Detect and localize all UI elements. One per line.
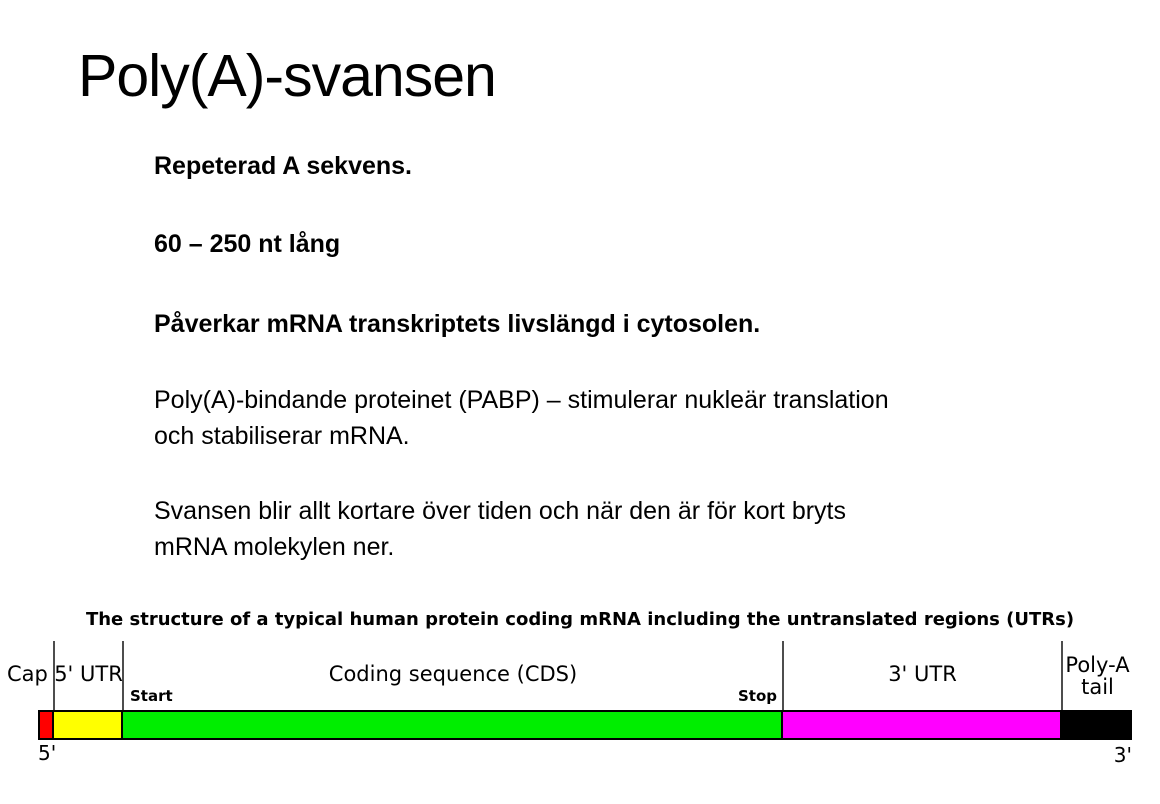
- boundary-line-cap-utr5: [53, 641, 55, 710]
- boundary-line-cds-utr3: [782, 641, 784, 710]
- polya-tail-label-line1: Poly-A: [1065, 653, 1130, 677]
- slide-title: Poly(A)-svansen: [78, 43, 497, 109]
- figure-caption: The structure of a typical human protein…: [85, 609, 1075, 630]
- body-text-block: Repeterad A sekvens. 60 – 250 nt lång På…: [154, 148, 889, 565]
- cap-label: Cap: [7, 662, 48, 686]
- segment-cap: [40, 712, 54, 738]
- boundary-line-utr3-polya: [1061, 641, 1063, 710]
- utr3-label: 3' UTR: [888, 662, 957, 686]
- utr5-label: 5' UTR: [54, 662, 123, 686]
- paragraph-svansen: Svansen blir allt kortare över tiden och…: [154, 493, 889, 565]
- paragraph-line: Påverkar mRNA transkriptets livslängd i …: [154, 310, 761, 338]
- paragraph-line: och stabiliserar mRNA.: [154, 422, 410, 450]
- paragraph-pabp: Poly(A)-bindande proteinet (PABP) – stim…: [154, 382, 889, 454]
- segment-cds: [123, 712, 783, 738]
- five-prime-label: 5': [38, 741, 57, 765]
- stop-codon-label: Stop: [737, 687, 777, 705]
- paragraph-line: Svansen blir allt kortare över tiden och…: [154, 497, 846, 525]
- paragraph-repeterad: Repeterad A sekvens.: [154, 148, 889, 184]
- paragraph-line: Poly(A)-bindande proteinet (PABP) – stim…: [154, 386, 889, 414]
- boundary-line-utr5-cds: [122, 641, 124, 710]
- segment-3utr: [783, 712, 1062, 738]
- paragraph-line: 60 – 250 nt lång: [154, 230, 341, 258]
- segment-5utr: [54, 712, 123, 738]
- paragraph-line: Repeterad A sekvens.: [154, 152, 412, 180]
- three-prime-label: 3': [1113, 743, 1132, 767]
- polya-tail-label: Poly-A tail: [1063, 654, 1132, 698]
- start-codon-label: Start: [130, 687, 173, 705]
- cds-label: Coding sequence (CDS): [328, 662, 578, 686]
- paragraph-line: mRNA molekylen ner.: [154, 533, 395, 561]
- paragraph-paverkar: Påverkar mRNA transkriptets livslängd i …: [154, 306, 889, 342]
- mrna-bar: [38, 710, 1132, 740]
- segment-polya-tail: [1062, 712, 1130, 738]
- paragraph-length: 60 – 250 nt lång: [154, 226, 889, 262]
- polya-tail-label-line2: tail: [1081, 675, 1114, 699]
